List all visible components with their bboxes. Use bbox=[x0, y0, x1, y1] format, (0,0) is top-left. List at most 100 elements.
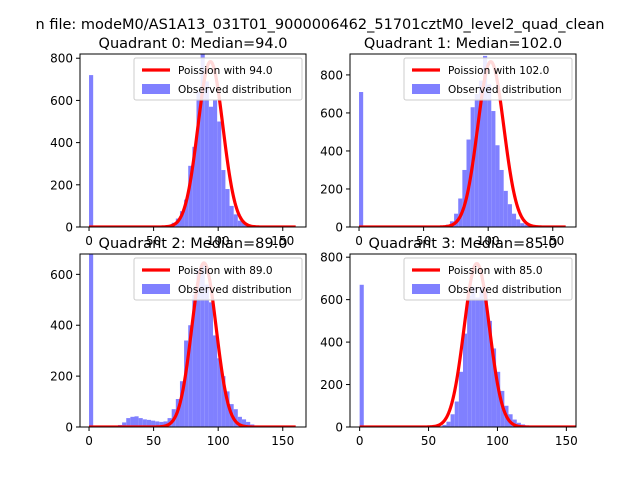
histogram-bar bbox=[122, 422, 127, 427]
histogram-bar bbox=[491, 111, 496, 227]
legend-swatch-observed bbox=[412, 284, 440, 294]
legend-label-observed: Observed distribution bbox=[448, 84, 562, 96]
histogram-bar bbox=[487, 84, 492, 227]
legend: Poission with 94.0 Observed distribution bbox=[133, 57, 303, 101]
legend-label-observed: Observed distribution bbox=[178, 84, 292, 96]
histogram-bar bbox=[474, 93, 479, 227]
plot-area bbox=[358, 55, 567, 227]
y-tick-label: 600 bbox=[50, 268, 73, 282]
histogram-bar bbox=[233, 214, 238, 227]
x-tick-label: 100 bbox=[207, 434, 230, 448]
histogram-bar bbox=[217, 358, 222, 427]
histogram-bar bbox=[237, 220, 242, 227]
y-tick-label: 400 bbox=[320, 336, 343, 350]
y-tick-label: 200 bbox=[320, 378, 343, 392]
histogram-bar bbox=[204, 284, 209, 427]
histogram-bar bbox=[479, 286, 484, 427]
x-tick-label: 100 bbox=[477, 234, 500, 248]
plot-area bbox=[358, 261, 576, 427]
y-tick-label: 400 bbox=[320, 144, 343, 158]
subplot-2: 0 50 100 150 0 200 400 600 Quadrant 2: Median=89… bbox=[50, 236, 307, 448]
histogram-bar bbox=[229, 205, 234, 227]
histogram-bar bbox=[192, 146, 197, 227]
legend-label-poisson: Poission with 85.0 bbox=[448, 265, 543, 277]
histogram-bar bbox=[213, 100, 218, 227]
legend: Poission with 89.0 Observed distribution bbox=[133, 257, 303, 301]
legend-box bbox=[403, 257, 573, 301]
legend-swatch-observed bbox=[142, 84, 170, 94]
histogram-bar bbox=[246, 421, 251, 427]
histogram-bar bbox=[483, 291, 488, 427]
x-tick-label: 0 bbox=[85, 234, 93, 248]
histogram-bar bbox=[146, 419, 152, 427]
histogram-bar bbox=[442, 424, 447, 427]
histogram-bar bbox=[184, 199, 189, 227]
y-tick-label: 600 bbox=[320, 106, 343, 120]
axes-frame bbox=[349, 53, 577, 228]
histogram-bar bbox=[130, 416, 135, 427]
x-tick-label: 150 bbox=[555, 434, 578, 448]
histogram-bar bbox=[475, 297, 480, 427]
x-tick-label: 0 bbox=[355, 234, 363, 248]
x-tick-label: 50 bbox=[416, 234, 431, 248]
histogram-bar bbox=[483, 55, 488, 227]
legend-label-observed: Observed distribution bbox=[178, 284, 292, 296]
histogram-bar bbox=[200, 54, 205, 227]
histogram-bar bbox=[516, 219, 521, 227]
histogram-bar bbox=[462, 169, 467, 227]
legend-label-poisson: Poission with 102.0 bbox=[448, 65, 549, 77]
histogram-bar bbox=[524, 224, 529, 227]
y-tick-label: 0 bbox=[335, 221, 343, 235]
subplot-title: Quadrant 2: Median=89.0 bbox=[99, 236, 288, 252]
legend-box bbox=[133, 257, 303, 301]
subplot-title: Quadrant 3: Median=85.0 bbox=[369, 236, 558, 252]
histogram-bar bbox=[503, 190, 508, 227]
histogram-bar bbox=[512, 419, 517, 427]
histogram-bar bbox=[241, 222, 247, 227]
histogram-bar bbox=[138, 418, 143, 427]
poisson-curve bbox=[358, 60, 567, 227]
histogram-bar bbox=[196, 269, 201, 427]
histogram-bar bbox=[163, 421, 168, 427]
legend: Poission with 102.0 Observed distribution bbox=[403, 57, 573, 101]
histogram-bar bbox=[496, 371, 501, 427]
histogram-bar bbox=[221, 170, 226, 227]
histogram-bar bbox=[208, 106, 214, 227]
histogram-bar bbox=[463, 333, 468, 427]
histogram-bar bbox=[179, 381, 185, 427]
histogram-bar bbox=[237, 416, 242, 427]
y-tick-label: 400 bbox=[50, 136, 73, 150]
y-tick-label: 200 bbox=[50, 370, 73, 384]
histogram-bar bbox=[142, 419, 147, 427]
y-tick-label: 0 bbox=[65, 421, 73, 435]
histogram-bar bbox=[471, 286, 476, 427]
histogram-bar bbox=[491, 348, 497, 427]
x-tick-label: 0 bbox=[356, 434, 364, 448]
y-tick-label: 800 bbox=[320, 68, 343, 82]
y-tick-label: 200 bbox=[320, 182, 343, 196]
histogram-bar bbox=[192, 294, 197, 427]
histogram-bar bbox=[204, 81, 209, 227]
legend-swatch-observed bbox=[142, 284, 170, 294]
subplot-title: Quadrant 0: Median=94.0 bbox=[99, 36, 288, 52]
histogram-bar bbox=[478, 80, 484, 227]
subplots: 0 50 100 150 0 200 400 600 800 Quadrant 0: Median… bbox=[50, 36, 578, 448]
figure-suptitle: n file: modeM0/AS1A13_031T01_9000006462_… bbox=[36, 17, 605, 33]
histogram-bar bbox=[184, 340, 189, 427]
histogram-bar bbox=[499, 169, 504, 227]
histogram-bar bbox=[450, 414, 455, 427]
x-tick-label: 150 bbox=[271, 434, 294, 448]
histogram-bar bbox=[520, 223, 525, 227]
x-tick-label: 100 bbox=[207, 234, 230, 248]
y-tick-label: 0 bbox=[65, 221, 73, 235]
legend-label-observed: Observed distribution bbox=[448, 284, 562, 296]
histogram-bar bbox=[225, 391, 230, 427]
histogram-bar bbox=[89, 254, 94, 427]
histogram-bar bbox=[458, 371, 463, 427]
histogram-bar bbox=[359, 284, 364, 427]
histogram-bar bbox=[221, 376, 226, 427]
subplot-0: 0 50 100 150 0 200 400 600 800 Quadrant 0: Median… bbox=[50, 36, 307, 248]
axes-frame bbox=[349, 253, 577, 428]
y-tick-label: 600 bbox=[320, 293, 343, 307]
histogram-bar bbox=[507, 204, 512, 227]
